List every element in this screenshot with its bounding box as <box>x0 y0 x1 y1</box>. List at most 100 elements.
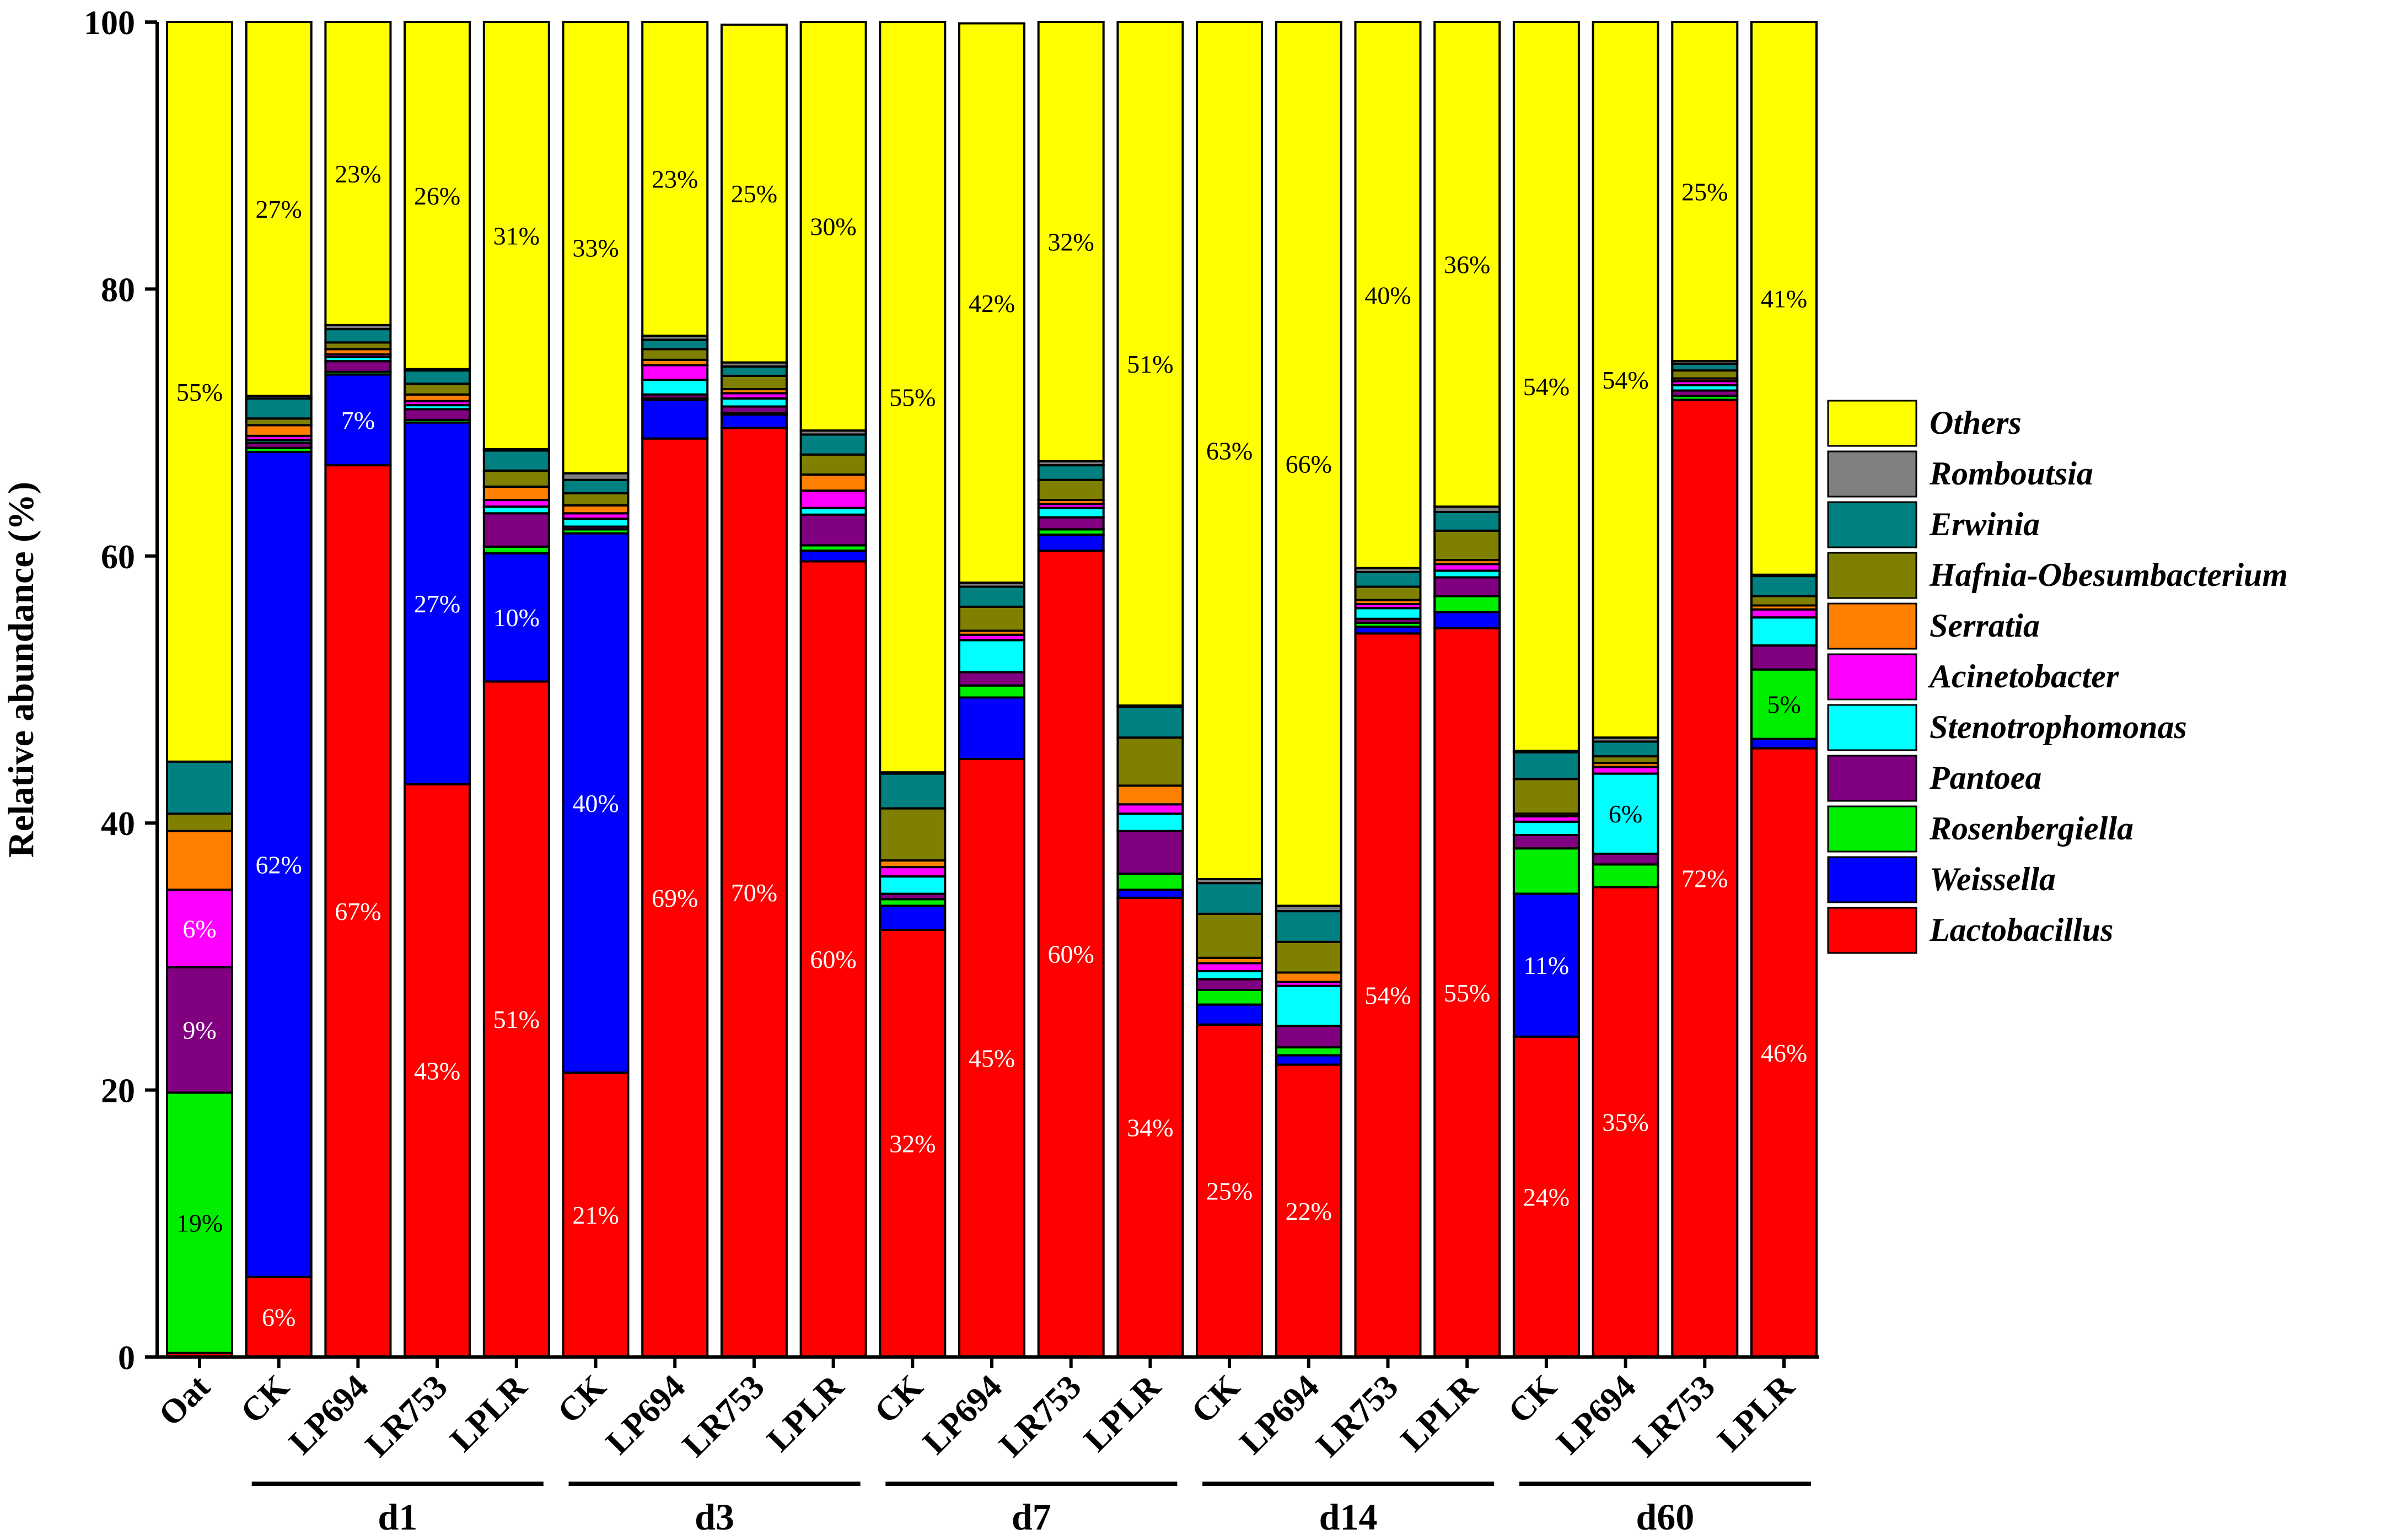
data-label: 32% <box>1048 228 1094 256</box>
bar-segment-rosenbergiella <box>1592 863 1659 889</box>
bar-segment-weissella <box>1433 611 1501 629</box>
bar-segment-hafnia-obesumbacterium <box>958 605 1025 632</box>
bar-segment-erwinia <box>1116 706 1184 739</box>
bar-segment-hafnia-obesumbacterium <box>879 807 947 862</box>
bar-segment-pantoea <box>324 360 392 373</box>
x-tick-label: CK <box>1501 1368 1564 1431</box>
bar-segment-acinetobacter <box>879 866 947 878</box>
data-label: 30% <box>810 213 856 241</box>
bar-segment-erwinia <box>245 397 313 420</box>
data-label: 26% <box>414 182 460 210</box>
bar-segment-serratia <box>482 485 550 502</box>
bar-segment-others <box>1512 21 1580 752</box>
bar-segment-erwinia <box>958 585 1025 608</box>
x-tick-label: CK <box>551 1368 614 1431</box>
x-tick-label: LP694 <box>1550 1368 1643 1462</box>
bar-segment-others <box>1433 21 1501 508</box>
data-label: 22% <box>1286 1197 1332 1225</box>
bar-segment-hafnia-obesumbacterium <box>720 374 788 390</box>
bar-segment-erwinia <box>1512 751 1580 780</box>
data-label: 40% <box>572 789 619 817</box>
bar-segment-others <box>324 21 392 326</box>
data-label: 5% <box>1767 691 1801 719</box>
data-label: 72% <box>1681 865 1728 893</box>
bar-segment-weissella <box>1116 889 1184 899</box>
bar-segment-pantoea <box>1592 852 1659 866</box>
group-labels: d1 d3 d7 d14 d60 <box>251 1482 1811 1538</box>
bar-segment-others <box>1671 21 1739 363</box>
bar-segment-lactobacillus <box>324 464 392 1358</box>
bar-segment-erwinia <box>720 365 788 377</box>
bar-segment-weissella <box>245 450 313 1278</box>
x-tick-label: LPLR <box>760 1367 851 1459</box>
bar-segment-pantoea <box>1750 644 1818 671</box>
legend-entry: Hafnia-Obesumbacterium <box>1929 557 2288 593</box>
bar-segment-others <box>245 21 313 397</box>
x-tick-label: LR753 <box>1309 1368 1406 1464</box>
bar-segment-lactobacillus <box>799 560 867 1358</box>
x-tick-label: Oat <box>152 1368 217 1434</box>
legend-entry: Rosenbergiella <box>1929 810 2134 847</box>
bar-segment-others <box>1196 21 1264 880</box>
bar-segment-hafnia-obesumbacterium <box>1750 595 1818 607</box>
data-label: 69% <box>652 884 698 912</box>
y-tick-label: 60 <box>101 539 135 576</box>
bar-segment-erwinia <box>1354 570 1422 588</box>
data-label: 6% <box>182 915 216 943</box>
legend-swatch <box>1827 755 1917 802</box>
legend-swatch <box>1827 552 1917 599</box>
bar-segment-acinetobacter <box>166 889 233 968</box>
bar-segment-others <box>958 22 1025 584</box>
bar-segment-hafnia-obesumbacterium <box>562 492 630 507</box>
data-label: 19% <box>176 1209 223 1237</box>
bar-segment-erwinia <box>641 338 709 351</box>
bar-segment-pantoea <box>1512 834 1580 850</box>
x-tick-label: CK <box>1184 1368 1247 1431</box>
bar-segment-others <box>1037 21 1105 462</box>
bar-segment-stenotrophomonas <box>958 639 1025 674</box>
data-label: 23% <box>335 160 381 188</box>
bar-segment-stenotrophomonas <box>1354 607 1422 620</box>
bar-segment-lactobacillus <box>482 680 550 1358</box>
bar-segment-lactobacillus <box>958 757 1025 1358</box>
legend-swatch <box>1827 653 1917 701</box>
bar-segment-others <box>404 21 471 370</box>
bar-segment-lactobacillus <box>404 783 471 1358</box>
data-label: 70% <box>731 879 777 907</box>
bar-segment-erwinia <box>879 772 947 810</box>
bar-segment-weissella <box>1196 1003 1264 1026</box>
legend-swatch <box>1827 856 1917 903</box>
data-label: 54% <box>1364 982 1411 1010</box>
data-label: 60% <box>810 945 856 973</box>
bar-segment-hafnia-obesumbacterium <box>1116 736 1184 787</box>
bar-segment-serratia <box>166 830 233 891</box>
data-label: 10% <box>493 604 540 632</box>
y-axis-label: Relative abundance (%) <box>1 482 41 858</box>
data-label: 46% <box>1761 1039 1807 1067</box>
bar-segment-erwinia <box>562 478 630 494</box>
legend-entry: Erwinia <box>1929 506 2040 542</box>
data-label: 6% <box>262 1303 295 1331</box>
y-tick-label: 80 <box>101 271 135 309</box>
bar-segment-rosenbergiella <box>1275 1046 1342 1057</box>
data-label: 9% <box>182 1016 216 1044</box>
legend-swatch <box>1827 501 1917 548</box>
bar-segment-rosenbergiella <box>1196 989 1264 1006</box>
bar-segment-others <box>1116 21 1184 707</box>
bar-segment-others <box>720 23 788 364</box>
bar-segment-serratia <box>562 504 630 515</box>
bar-segment-hafnia-obesumbacterium <box>1196 912 1264 959</box>
legend-swatch <box>1827 450 1917 498</box>
bar-segment-rosenbergiella <box>1116 873 1184 891</box>
y-tick-label: 20 <box>101 1073 135 1110</box>
data-label: 54% <box>1523 373 1570 401</box>
bar-segment-weissella <box>958 696 1025 760</box>
y-tick-label: 40 <box>101 805 135 843</box>
bar-segment-others <box>879 21 947 774</box>
legend-swatch <box>1827 805 1917 853</box>
bar-segment-lactobacillus <box>720 427 788 1358</box>
bar-segment-hafnia-obesumbacterium <box>1354 585 1422 601</box>
data-label: 11% <box>1524 951 1570 979</box>
data-label: 55% <box>889 384 936 412</box>
data-label: 51% <box>493 1005 540 1033</box>
